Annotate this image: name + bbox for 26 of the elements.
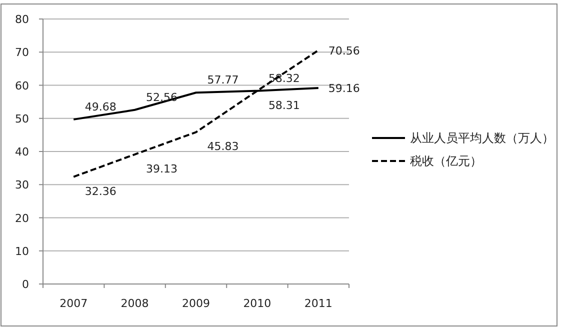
data-label: 45.83 xyxy=(207,140,239,154)
x-tick-label: 2008 xyxy=(120,297,149,310)
x-tick-label: 2010 xyxy=(243,297,272,310)
y-tick-label: 30 xyxy=(15,178,29,192)
x-tick-label: 2009 xyxy=(182,297,210,310)
data-label: 32.36 xyxy=(84,184,116,198)
y-tick-label: 80 xyxy=(15,13,29,26)
data-label: 49.68 xyxy=(84,100,116,114)
y-tick-label: 0 xyxy=(22,278,29,291)
y-tick-label: 50 xyxy=(15,112,29,126)
data-label: 59.16 xyxy=(328,82,360,96)
data-label: 58.31 xyxy=(268,98,300,112)
legend-label: 从业人员平均人数（万人） xyxy=(410,131,554,145)
legend-label: 税收（亿元） xyxy=(410,154,482,168)
data-label: 70.56 xyxy=(328,44,360,58)
data-label: 52.56 xyxy=(146,90,178,104)
y-tick-label: 20 xyxy=(15,212,29,225)
x-tick-label: 2007 xyxy=(60,297,88,310)
y-tick-label: 40 xyxy=(15,146,29,158)
y-tick-label: 60 xyxy=(15,79,29,92)
y-tick-label: 10 xyxy=(15,244,29,258)
data-label: 57.77 xyxy=(207,74,239,87)
y-tick-label: 70 xyxy=(15,46,29,60)
line-series xyxy=(72,49,320,178)
x-tick-label: 2011 xyxy=(304,297,332,310)
data-label: 39.13 xyxy=(146,162,178,176)
